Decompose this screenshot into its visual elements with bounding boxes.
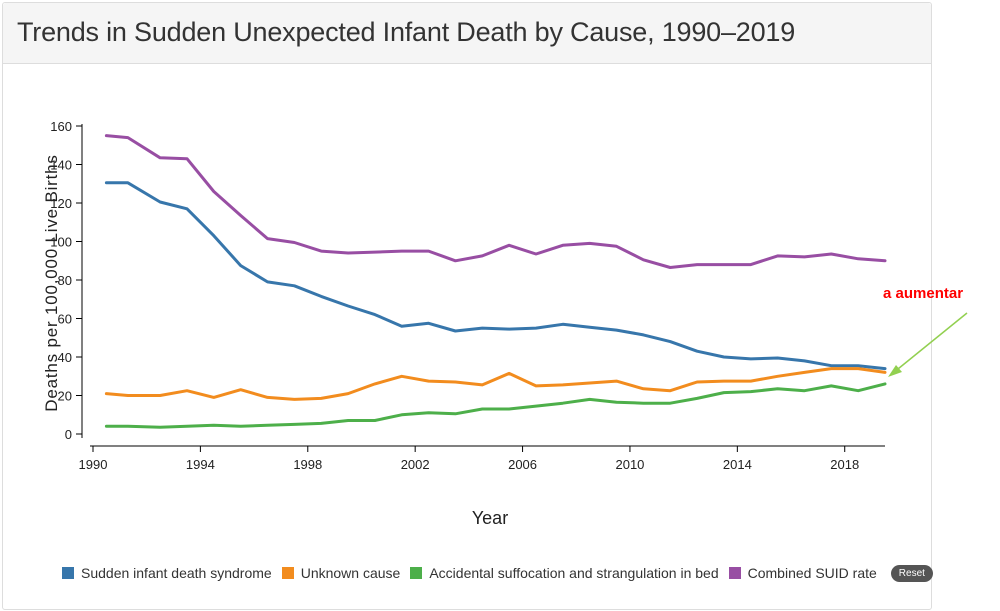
series-line-4 — [104, 134, 887, 269]
chart-series — [104, 134, 887, 429]
y-axis-title: Deaths per 100,000 Live Births — [42, 154, 61, 411]
legend-swatch — [410, 567, 423, 579]
series-line-2 — [104, 367, 887, 401]
x-tick-label: 2018 — [830, 457, 859, 472]
legend-label: Unknown cause — [300, 565, 401, 581]
legend-label: Combined SUID rate — [747, 565, 877, 581]
y-tick-label: 120 — [50, 196, 72, 211]
legend-label: Accidental suffocation and strangulation… — [429, 565, 719, 581]
annotation-arrow-group — [888, 312, 968, 377]
panel-header: Trends in Sudden Unexpected Infant Death… — [3, 3, 931, 64]
y-tick-label: 140 — [50, 158, 72, 173]
chart-legend: Sudden infant death syndrome Unknown caus… — [62, 562, 933, 584]
series-line-3 — [104, 382, 887, 429]
x-tick-label: 1998 — [293, 457, 322, 472]
page-title: Trends in Sudden Unexpected Infant Death… — [17, 17, 796, 47]
x-tick-label: 2002 — [401, 457, 430, 472]
x-tick-label: 2006 — [508, 457, 537, 472]
x-tick-label: 2014 — [723, 457, 752, 472]
y-tick-label: 100 — [50, 235, 72, 250]
annotation-text: a aumentar — [883, 285, 964, 302]
legend-swatch — [281, 567, 294, 579]
y-tick-label: 160 — [50, 119, 72, 134]
reset-button[interactable]: Reset — [890, 564, 933, 582]
chart-panel: Trends in Sudden Unexpected Infant Death… — [2, 2, 932, 610]
legend-swatch — [728, 567, 741, 579]
legend-label: Sudden infant death syndrome — [81, 565, 272, 581]
y-tick-label: 60 — [58, 312, 72, 327]
x-tick-label: 1994 — [186, 457, 215, 472]
legend-swatch — [62, 567, 74, 579]
legend-item-2[interactable]: Unknown cause — [281, 565, 401, 581]
y-tick-label: 20 — [58, 389, 72, 404]
legend-item-4[interactable]: Combined SUID rate — [728, 565, 877, 581]
x-tick-label: 2010 — [615, 457, 644, 472]
legend-item-3[interactable]: Accidental suffocation and strangulation… — [410, 565, 719, 581]
x-tick-label: 1990 — [79, 457, 108, 472]
y-tick-label: 80 — [58, 273, 72, 288]
y-tick-label: 40 — [58, 350, 72, 365]
series-line-1 — [104, 181, 887, 371]
y-tick-label: 0 — [65, 427, 72, 442]
x-axis-title: Year — [472, 508, 508, 528]
annotation-arrow — [892, 312, 968, 374]
annotation-arrowhead — [888, 365, 902, 377]
legend-item-1[interactable]: Sudden infant death syndrome — [62, 565, 272, 581]
chart-axes: 0 20 40 60 80 100 120 140 160 1990 1994 1998 2002 200… — [42, 119, 885, 528]
